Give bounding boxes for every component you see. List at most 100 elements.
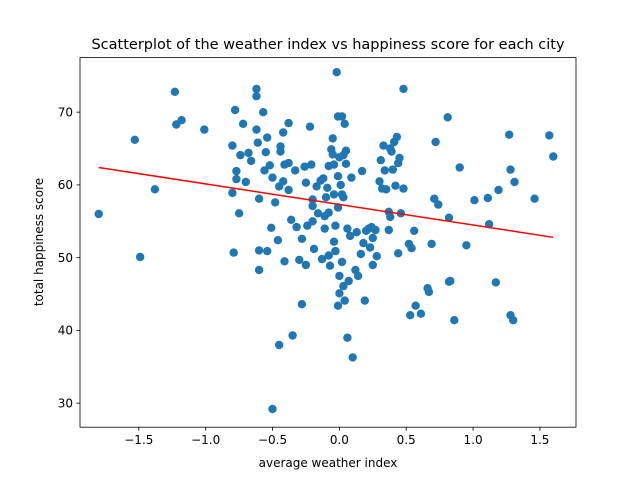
data-point [254, 194, 264, 203]
data-point [234, 209, 244, 218]
data-point [260, 166, 269, 175]
data-point [280, 257, 289, 266]
data-point [392, 132, 402, 142]
data-point [252, 92, 261, 101]
data-point [335, 289, 344, 298]
data-point [287, 215, 296, 224]
data-point [483, 193, 492, 203]
x-tick-label: −0.5 [258, 433, 287, 447]
data-point [510, 177, 519, 187]
data-point [395, 153, 404, 163]
data-point [368, 260, 377, 270]
data-point [244, 148, 253, 158]
data-point [323, 183, 332, 192]
trend-line-layer [98, 166, 554, 239]
data-point [236, 150, 245, 160]
data-point [254, 246, 264, 255]
data-points [94, 68, 558, 414]
y-tick-label: 50 [58, 251, 73, 265]
data-point [136, 252, 145, 262]
data-point [271, 198, 280, 207]
data-point [344, 276, 353, 286]
data-point [434, 200, 443, 209]
data-point [325, 261, 335, 270]
data-point [177, 116, 186, 125]
data-point [333, 172, 343, 181]
data-point [340, 296, 349, 305]
data-point [410, 226, 419, 235]
x-tick-label: 1.0 [464, 433, 483, 447]
data-point [328, 134, 337, 143]
data-point [324, 208, 333, 217]
data-point [494, 185, 503, 195]
data-point [371, 225, 380, 235]
data-point [276, 147, 285, 156]
data-point [265, 161, 274, 170]
data-point [331, 246, 340, 256]
data-point [259, 108, 268, 117]
data-point [301, 260, 311, 270]
data-point [336, 180, 345, 190]
chart-title: Scatterplot of the weather index vs happ… [91, 37, 564, 53]
data-point [406, 311, 415, 320]
y-tick-label: 60 [58, 178, 73, 192]
y-axis-ticks: 30 40 50 60 70 [58, 105, 80, 410]
data-point [339, 193, 348, 202]
data-point [308, 195, 317, 204]
data-point [232, 166, 241, 176]
data-point [297, 300, 307, 309]
data-point [368, 233, 377, 243]
y-tick-label: 70 [58, 105, 73, 119]
data-point [229, 248, 238, 257]
data-point [343, 224, 352, 233]
data-point [284, 185, 293, 195]
data-point [300, 162, 309, 171]
data-point [450, 316, 459, 325]
data-point [337, 112, 347, 121]
data-point [332, 68, 341, 77]
data-point [291, 166, 300, 175]
data-point [308, 201, 317, 211]
data-point [284, 118, 293, 128]
data-point [340, 119, 349, 128]
data-point [275, 340, 284, 350]
data-point [399, 184, 408, 193]
data-point [263, 246, 272, 256]
data-point [297, 234, 307, 243]
data-point [348, 353, 357, 362]
data-point [333, 301, 343, 310]
data-point [343, 333, 352, 342]
y-tick-label: 30 [58, 396, 73, 410]
data-point [491, 278, 500, 287]
data-point [241, 177, 250, 187]
data-point [319, 174, 328, 183]
data-point [365, 243, 375, 252]
data-point [399, 84, 408, 94]
data-point [357, 166, 367, 176]
trend-line [98, 166, 554, 239]
data-point [379, 141, 388, 150]
data-point [246, 156, 256, 166]
data-point [254, 265, 264, 275]
data-point [130, 135, 139, 144]
data-point [267, 223, 276, 232]
data-point [301, 178, 311, 187]
data-point [268, 173, 277, 182]
x-tick-label: −1.5 [124, 433, 153, 447]
data-point [388, 165, 397, 174]
data-point [411, 301, 420, 310]
data-point [407, 244, 416, 253]
data-point [329, 160, 339, 169]
data-point [387, 147, 396, 156]
data-point [150, 185, 160, 194]
data-point [443, 113, 452, 122]
x-axis-label: average weather index [259, 456, 398, 470]
data-point [279, 128, 288, 137]
data-point [391, 181, 400, 190]
data-point [341, 146, 351, 155]
data-point [317, 254, 327, 264]
data-point [375, 177, 384, 186]
data-point [253, 138, 262, 147]
x-axis-ticks: −1.5 −1.0 −0.5 0.0 0.5 1.0 1.5 [124, 427, 549, 447]
